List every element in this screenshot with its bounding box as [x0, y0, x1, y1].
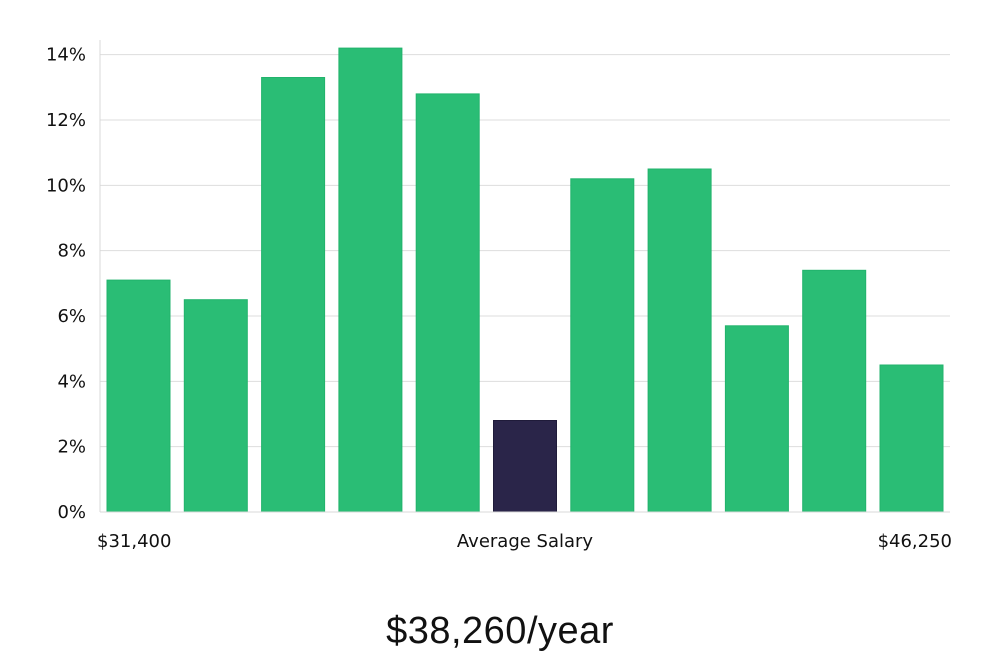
y-tick-label-10: 10% [46, 175, 86, 196]
bar-11 [879, 364, 944, 513]
bar-5 [415, 93, 480, 513]
y-tick-label-14: 14% [46, 45, 86, 66]
bars [106, 47, 944, 513]
y-tick-label-4: 4% [57, 371, 86, 392]
bar-2 [183, 299, 248, 513]
x-axis-min-label: $31,400 [97, 531, 171, 552]
y-tick-label-6: 6% [57, 306, 86, 327]
y-tick-label-0: 0% [57, 502, 86, 523]
bar-7 [570, 178, 635, 513]
bar-10 [802, 269, 867, 513]
bar-8 [647, 168, 712, 513]
bar-9 [724, 325, 789, 513]
x-axis-max-label: $46,250 [878, 531, 952, 552]
salary-distribution-chart: 0% 2% 4% 6% 8% 10% 12% 14% $31,400 Average Sala… [46, 40, 952, 552]
y-tick-label-12: 12% [46, 110, 86, 131]
y-tick-label-8: 8% [57, 241, 86, 262]
bar-4 [338, 47, 403, 513]
average-salary-headline: $38,260/year [386, 610, 614, 652]
bar-3 [261, 77, 326, 513]
y-axis-tick-labels: 0% 2% 4% 6% 8% 10% 12% 14% [46, 45, 86, 523]
y-tick-label-2: 2% [57, 437, 86, 458]
bar-1 [106, 279, 171, 513]
bar-highlighted-6 [493, 420, 557, 513]
x-axis-title: Average Salary [457, 531, 594, 552]
